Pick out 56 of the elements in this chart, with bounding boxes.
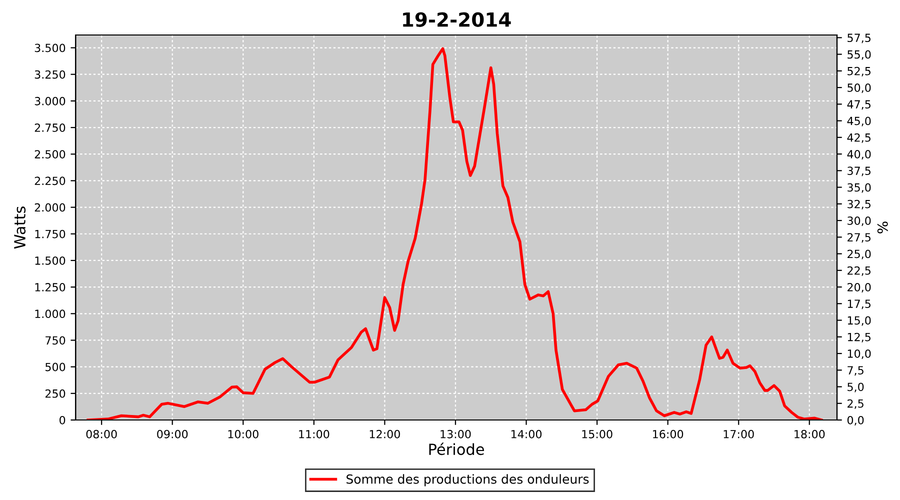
y2-tick-label: 35,0 (848, 183, 871, 193)
y-tick-label: 0 (60, 416, 66, 424)
y-tick-label: 500 (46, 362, 66, 372)
y-tick-label: 1.500 (35, 256, 66, 265)
x-tick-label: 12:00 (370, 430, 400, 438)
y2-tick-label: 37,5 (848, 166, 870, 176)
x-tick-label: 11:00 (299, 430, 330, 438)
y2-tick-label: 30,0 (848, 216, 871, 226)
y2-tick-label: 47,5 (847, 100, 870, 110)
y-tick-label: 2.000 (34, 203, 66, 212)
y2-tick-label: 15,0 (848, 316, 871, 326)
y2-tick-label: 45,0 (847, 116, 871, 126)
y-tick-label: 250 (45, 389, 66, 398)
x-tick-label: 09:00 (157, 430, 188, 438)
x-tick-label: 08:00 (86, 430, 117, 438)
y2-tick-label: 2,5 (848, 399, 864, 409)
y2-tick-label: 40,0 (847, 150, 871, 160)
chart-title: 19-2-2014 (403, 12, 511, 27)
y-tick-label: 1.750 (35, 230, 66, 238)
y-tick-label: 3.000 (34, 96, 66, 106)
y2-tick-label: 50,0 (848, 84, 871, 94)
y2-tick-label: 57,5 (848, 34, 870, 44)
y2-tick-label: 42,5 (847, 133, 870, 143)
y2-tick-label: 55,0 (848, 50, 871, 60)
x-axis-title: Période (429, 442, 484, 456)
y2-tick-label: 25,0 (848, 250, 871, 260)
y2-tick-label: 20,0 (848, 282, 871, 293)
y2-axis-title: % (877, 222, 888, 234)
y2-tick-label: 17,5 (848, 300, 870, 310)
x-tick-label: 18:00 (794, 430, 825, 438)
y-tick-label: 1.000 (35, 310, 66, 318)
y-axis-title: Watts (14, 206, 26, 249)
y2-tick-label: 5,0 (848, 382, 864, 392)
y2-tick-label: 22,5 (848, 266, 870, 276)
y-tick-label: 750 (46, 336, 66, 345)
x-tick-label: 16:00 (653, 430, 684, 438)
y-tick-label: 2.750 (34, 124, 66, 132)
y2-tick-label: 52,5 (848, 66, 870, 76)
x-tick-label: 15:00 (582, 430, 612, 438)
y2-tick-label: 12,5 (848, 332, 870, 342)
line-series (86, 47, 823, 420)
y-tick-label: 3.250 (34, 70, 66, 79)
y-tick-label: 3.500 (34, 44, 66, 52)
y-tick-label: 2.500 (34, 150, 66, 158)
x-tick-label: 17:00 (724, 430, 754, 438)
legend-label: Somme des productions des onduleurs (346, 474, 589, 486)
y2-tick-label: 10,0 (848, 349, 871, 360)
y2-tick-label: 7,5 (848, 366, 864, 376)
x-tick-label: 14:00 (511, 430, 542, 438)
y2-tick-label: 27,5 (848, 233, 870, 243)
x-tick-label: 10:00 (228, 430, 258, 438)
y2-tick-label: 0,0 (847, 416, 864, 426)
x-tick-label: 13:00 (440, 430, 471, 438)
y-tick-label: 2.250 (34, 176, 66, 186)
y-tick-label: 1.250 (35, 283, 66, 292)
y2-tick-label: 32,5 (848, 200, 870, 210)
